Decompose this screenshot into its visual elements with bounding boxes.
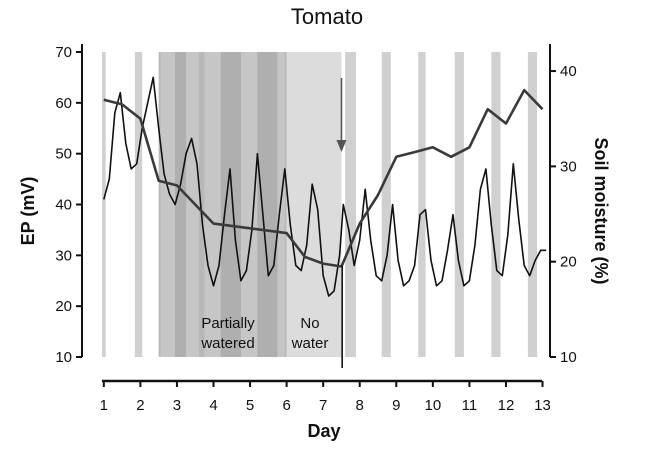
ep-line xyxy=(103,76,547,297)
x-tick-label: 1 xyxy=(100,397,108,414)
y2-tick-label: 10 xyxy=(560,349,577,366)
night-band xyxy=(345,52,357,357)
axes xyxy=(76,44,556,387)
shade-band xyxy=(175,52,187,357)
night-band xyxy=(454,52,464,357)
x-axis-label: Day xyxy=(307,421,340,441)
x-tick-label: 5 xyxy=(246,397,254,414)
chart-title: Tomato xyxy=(291,4,363,29)
x-tick-label: 12 xyxy=(498,397,515,414)
labels: Tomato Day EP (mV) Soil moisture (%) Par… xyxy=(18,4,611,441)
night-band xyxy=(204,52,221,357)
x-tick-label: 2 xyxy=(136,397,144,414)
x-tick-label: 8 xyxy=(356,397,364,414)
night-band xyxy=(134,52,143,357)
night-band xyxy=(527,52,538,357)
x-tick-label: 4 xyxy=(209,397,217,414)
x-tick-label: 7 xyxy=(319,397,327,414)
treatment-zone xyxy=(286,52,342,357)
x-tick-label: 13 xyxy=(534,397,551,414)
night-band xyxy=(418,52,426,357)
night-band xyxy=(186,52,199,357)
y-tick-label: 10 xyxy=(55,349,72,366)
zone-label-nowater-line2: water xyxy=(291,335,329,352)
rewater-arrow-head xyxy=(336,140,347,152)
zone-label-partial-line2: watered xyxy=(200,335,254,352)
y2-axis-label: Soil moisture (%) xyxy=(591,137,611,284)
night-band xyxy=(381,52,391,357)
zone-label-nowater-line1: No xyxy=(300,315,319,332)
shade-band xyxy=(257,52,278,357)
night-band xyxy=(240,52,258,357)
y-axis-label: EP (mV) xyxy=(18,177,38,246)
night-band xyxy=(491,52,501,357)
y2-tick-label: 30 xyxy=(560,158,577,175)
x-tick-label: 6 xyxy=(282,397,290,414)
x-tick-label: 3 xyxy=(173,397,181,414)
background-bands xyxy=(102,52,538,357)
y-tick-label: 30 xyxy=(55,247,72,264)
y2-tick-label: 20 xyxy=(560,254,577,271)
y-tick-label: 50 xyxy=(55,146,72,163)
y-tick-label: 20 xyxy=(55,298,72,315)
y2-tick-label: 40 xyxy=(560,63,577,80)
x-tick-label: 11 xyxy=(462,397,478,414)
shade-band xyxy=(220,52,241,357)
series xyxy=(103,76,547,368)
y-tick-label: 70 xyxy=(55,44,72,61)
y-tick-label: 40 xyxy=(55,197,72,214)
night-band xyxy=(160,52,176,357)
x-tick-label: 9 xyxy=(392,397,400,414)
night-band xyxy=(102,52,106,357)
y-tick-label: 60 xyxy=(55,95,72,112)
zone-label-partial-line1: Partially xyxy=(201,315,255,332)
x-tick-label: 10 xyxy=(425,397,442,414)
